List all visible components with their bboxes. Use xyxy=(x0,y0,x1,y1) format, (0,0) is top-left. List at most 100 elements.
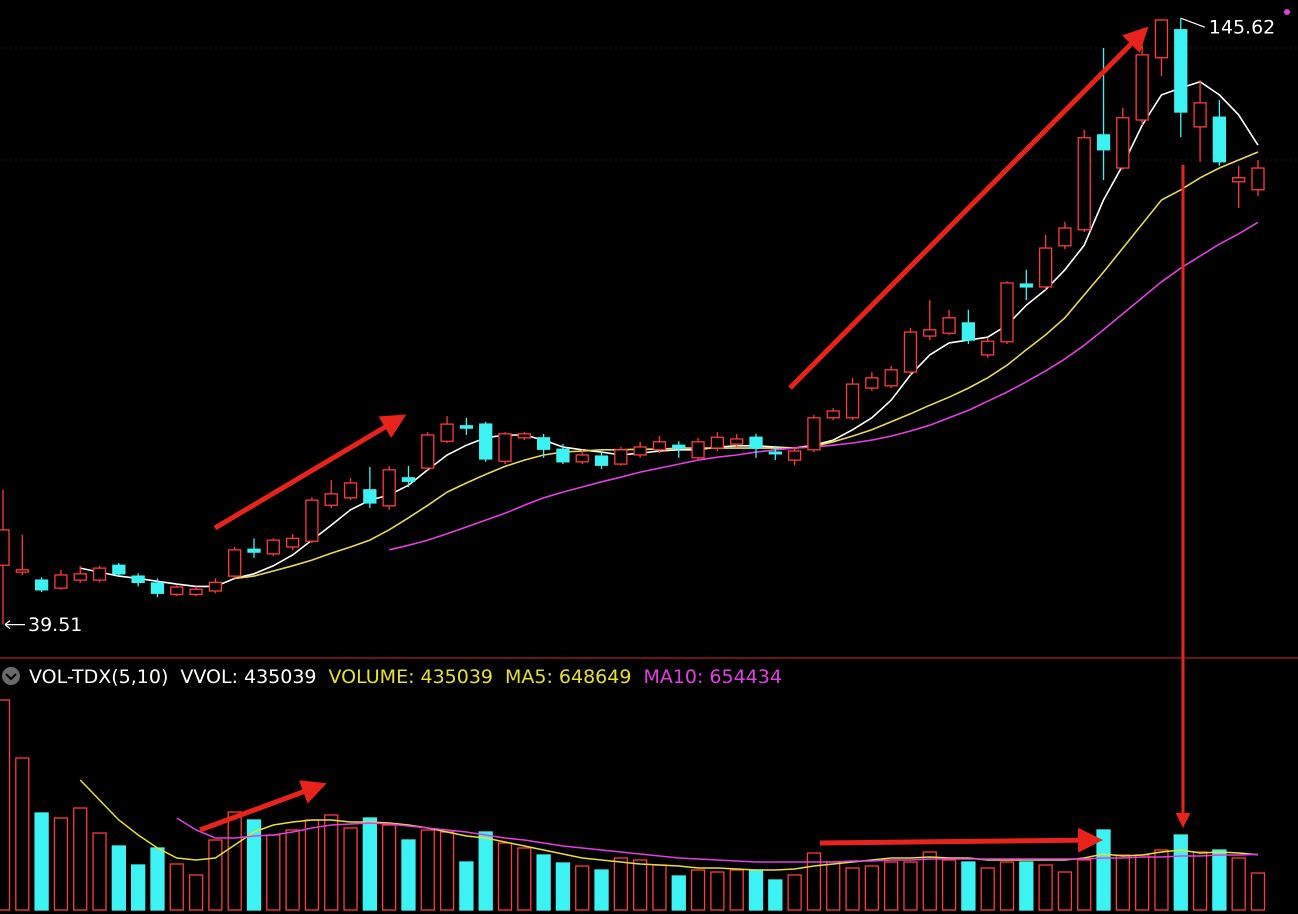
high-label: 145.62 xyxy=(1209,17,1275,39)
volume-bar xyxy=(150,847,165,911)
candle-body xyxy=(170,586,184,596)
volume-bar xyxy=(0,699,11,911)
volume-bar xyxy=(536,854,551,911)
volume-bar xyxy=(439,831,455,911)
volume-arrow xyxy=(199,780,327,833)
volume-bar xyxy=(941,859,957,911)
volume-bar xyxy=(1096,829,1111,911)
candle-body xyxy=(440,423,454,442)
price-pane: 145.62 39.51 xyxy=(0,17,1275,636)
candle-body xyxy=(845,383,860,419)
volume-bar xyxy=(1212,849,1227,911)
volume-header: VOL-TDX(5,10) VVOL: 435039 VOLUME: 435039 MA5… xyxy=(2,666,782,688)
marker-dot xyxy=(1284,9,1290,15)
volume-bar xyxy=(729,869,744,911)
volume-bar xyxy=(575,865,590,911)
candle-body xyxy=(401,477,416,482)
trend-arrow xyxy=(788,26,1149,390)
volume-bar xyxy=(1231,857,1246,911)
volume-bar xyxy=(1057,871,1073,911)
candle-body xyxy=(1212,116,1227,163)
candle-body xyxy=(498,433,512,462)
candle-body xyxy=(131,575,145,584)
volume-bar xyxy=(459,861,474,911)
candle-body xyxy=(787,450,802,461)
volume-bar xyxy=(884,861,899,911)
volume-bar xyxy=(1135,854,1150,911)
candle-body xyxy=(150,582,165,594)
volume-bar xyxy=(787,874,802,911)
candle-body xyxy=(266,539,280,555)
volume-bar xyxy=(922,851,937,911)
volume-bar xyxy=(382,824,397,911)
candle-body xyxy=(652,441,667,451)
candle-body xyxy=(54,574,68,589)
volume-bar xyxy=(188,874,204,911)
candle-body xyxy=(228,549,242,577)
candle-body xyxy=(633,446,647,456)
candle-body xyxy=(981,340,995,356)
volume-bar xyxy=(961,861,976,911)
readout-value: 435039 xyxy=(244,666,317,688)
annotations xyxy=(199,26,1191,853)
candle-body xyxy=(903,331,918,373)
candle-body xyxy=(363,489,377,504)
moving-average-line xyxy=(80,80,1259,588)
candle-body xyxy=(865,377,879,389)
volume-bar xyxy=(246,819,262,911)
candle-body xyxy=(112,564,126,575)
readout-value: 654434 xyxy=(709,666,782,688)
candle-body xyxy=(768,451,782,455)
readout-label: MA5: xyxy=(505,666,553,688)
volume-bar xyxy=(208,839,223,911)
volume-bar xyxy=(343,827,358,911)
candle-body xyxy=(884,369,898,387)
trend-arrow xyxy=(213,414,407,531)
candle-body xyxy=(247,548,261,553)
volume-bar xyxy=(92,832,107,911)
chevron xyxy=(5,673,17,681)
candle-body xyxy=(614,449,628,465)
volume-bar xyxy=(1154,849,1169,911)
collapse-icon[interactable] xyxy=(2,667,20,685)
volume-bar xyxy=(1038,864,1053,911)
candle-body xyxy=(305,499,319,542)
volume-bar xyxy=(903,861,918,911)
candle-body xyxy=(285,537,300,548)
candle-body xyxy=(34,579,49,591)
volume-bar xyxy=(594,869,609,911)
candle-body xyxy=(459,425,474,429)
candle-body xyxy=(807,417,821,451)
candle-body xyxy=(942,317,956,334)
volume-bar xyxy=(555,862,571,911)
candle-body xyxy=(1019,283,1033,288)
candle-body xyxy=(1135,54,1149,121)
candle-body xyxy=(1058,227,1072,247)
moving-average-line xyxy=(389,221,1259,551)
volume-bar xyxy=(999,861,1015,911)
volume-bar xyxy=(517,847,532,911)
low-label: 39.51 xyxy=(28,614,82,636)
candle-body xyxy=(343,482,358,499)
candle-body xyxy=(15,569,29,573)
volume-bar xyxy=(864,865,879,911)
volume-bar xyxy=(652,864,667,911)
readout-value: 435039 xyxy=(420,666,493,688)
candle-body xyxy=(479,423,493,460)
indicator-name: VOL-TDX(5,10) xyxy=(29,666,168,688)
volume-bar xyxy=(131,864,146,911)
candle-body xyxy=(517,433,531,439)
volume-bar xyxy=(1115,854,1130,911)
candle-body xyxy=(1193,102,1207,128)
volume-bar xyxy=(690,869,706,911)
volume-bar xyxy=(401,839,416,911)
volume-bar xyxy=(1173,834,1188,911)
volume-bar xyxy=(169,863,184,911)
volume-bar xyxy=(420,829,435,911)
candle-body xyxy=(749,436,763,449)
volume-bar xyxy=(845,867,860,911)
candle-body xyxy=(1232,177,1246,183)
candle-body xyxy=(324,493,338,506)
candle-body xyxy=(1096,134,1111,151)
